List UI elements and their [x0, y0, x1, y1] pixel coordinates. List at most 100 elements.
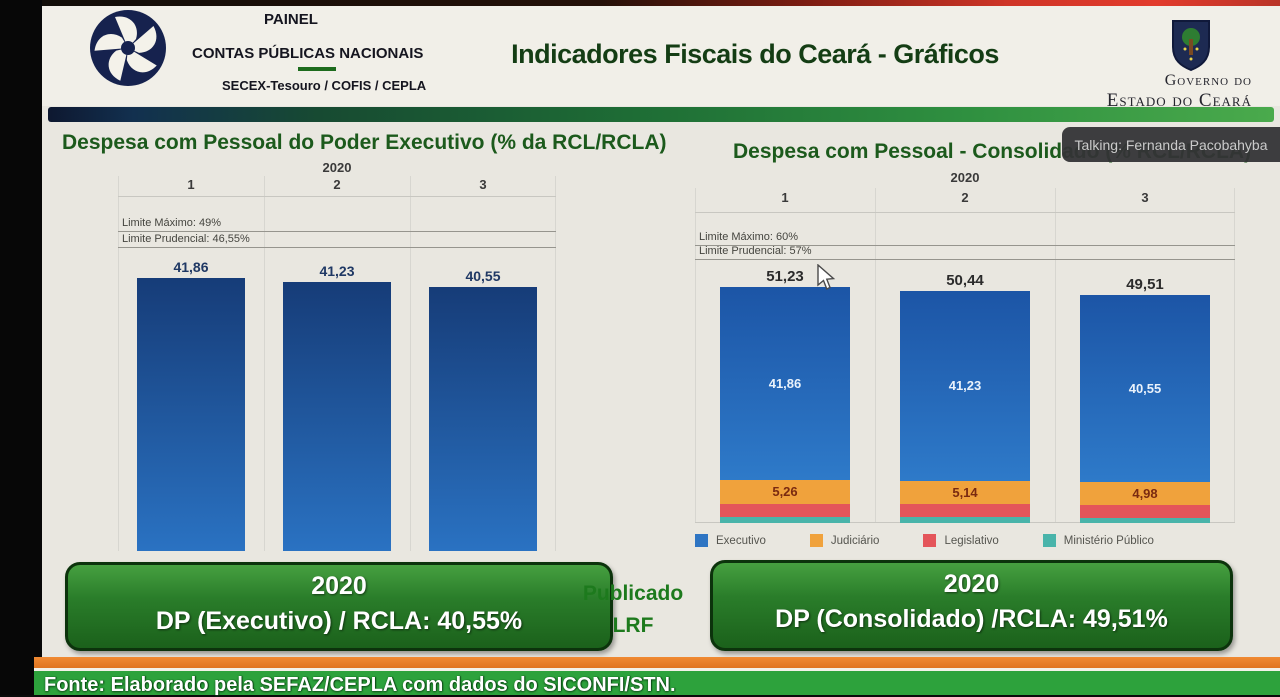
- bar-column: 41,86: [118, 160, 264, 551]
- right-chart: 2020 1 2 3 Limite Máximo: 60% Limite Pruden…: [695, 168, 1235, 523]
- reference-line-label: Limite Prudencial: 57%: [699, 245, 812, 258]
- legend-label: Legislativo: [944, 534, 999, 547]
- mouse-cursor-icon: [817, 264, 836, 290]
- bar-total-label: 51,23: [766, 267, 804, 285]
- bar-segment-judici-rio: 5,26: [720, 479, 850, 505]
- bars-area: 41,86 41,23 40,55: [118, 160, 556, 551]
- secex-label: SECEX-Tesouro / COFIS / CEPLA: [222, 78, 427, 93]
- segment-value-label: 41,86: [768, 375, 802, 391]
- bar-segment-legislativo: [900, 504, 1030, 518]
- left-chart-x-ticks: 1 2 3: [118, 177, 556, 192]
- reference-line: [118, 230, 556, 232]
- publicado-lrf-label: Publicado LRF: [582, 582, 684, 637]
- footer-orange-bar: [34, 657, 1280, 668]
- bar-total-label: 49,51: [1126, 275, 1164, 293]
- x-tick: 1: [781, 190, 789, 205]
- bar: [283, 282, 391, 551]
- talking-overlay-text: Talking: Fernanda Pacobahyba: [1074, 136, 1268, 153]
- x-tick: 2: [961, 190, 969, 205]
- bar-column: 51,23 41,86 5,26: [695, 168, 875, 523]
- right-chart-x-ticks: 1 2 3: [695, 190, 1235, 205]
- bar: [137, 278, 245, 551]
- bar-segment-minist-rio-p-blico: [900, 517, 1030, 523]
- bar-column: 40,55: [410, 160, 556, 551]
- legend-label: Judiciário: [830, 534, 880, 547]
- header-band: [42, 6, 1280, 106]
- bar-segment-executivo: 41,23: [900, 290, 1030, 481]
- bar-column: 50,44 41,23 5,14: [875, 168, 1055, 523]
- source-note: Fonte: Elaborado pela SEFAZ/CEPLA com da…: [44, 674, 676, 696]
- footer-separator: [34, 668, 1280, 671]
- bar: [429, 286, 537, 551]
- estado-do-ceara-label: Estado do Ceará: [1106, 90, 1252, 111]
- bar-segment-legislativo: [720, 504, 850, 518]
- executivo-summary-box: 2020 DP (Executivo) / RCLA: 40,55%: [65, 562, 613, 651]
- bars-area: 51,23 41,86 5,26 50,44 41,23 5,14 49,51 40,55 4,…: [695, 168, 1235, 523]
- painel-logo-icon: [90, 10, 166, 86]
- bar-segment-legislativo: [1080, 504, 1210, 518]
- right-chart-group-label: 2020: [950, 170, 980, 185]
- footer-band: Fonte: Elaborado pela SEFAZ/CEPLA com da…: [34, 671, 1280, 696]
- segment-value-label: 5,26: [772, 484, 798, 500]
- governo-do-label: Governo do: [1164, 72, 1252, 89]
- x-tick: 2: [333, 177, 341, 192]
- reference-line-label: Limite Máximo: 60%: [699, 231, 799, 244]
- legend-item: Legislativo: [923, 534, 999, 547]
- bar-value-label: 41,86: [173, 259, 209, 276]
- header-divider: [48, 107, 1274, 122]
- summary-year: 2020: [311, 572, 367, 600]
- bar-column: 41,23: [264, 160, 410, 551]
- bar-segment-minist-rio-p-blico: [1080, 517, 1210, 523]
- stacked-bar: 41,23 5,14: [900, 290, 1030, 523]
- bar-segment-minist-rio-p-blico: [720, 517, 850, 523]
- summary-text: DP (Consolidado) /RCLA: 49,51%: [775, 605, 1168, 633]
- reference-line: [695, 245, 1235, 247]
- legend-label: Ministério Público: [1063, 534, 1154, 547]
- reference-line: [118, 246, 556, 248]
- screen-left-edge: [0, 0, 42, 695]
- reference-line-label: Limite Máximo: 49%: [122, 216, 222, 229]
- segment-value-label: 4,98: [1132, 485, 1158, 501]
- legend-label: Executivo: [716, 534, 766, 547]
- legend-swatch: [809, 534, 823, 547]
- talking-overlay: Talking: Fernanda Pacobahyba: [1062, 127, 1280, 162]
- bar-value-label: 40,55: [465, 267, 501, 284]
- segment-value-label: 5,14: [952, 484, 978, 500]
- bar-value-label: 41,23: [319, 263, 355, 280]
- segment-value-label: 40,55: [1128, 380, 1162, 396]
- summary-year: 2020: [943, 570, 1000, 598]
- stacked-bar: 40,55 4,98: [1080, 294, 1210, 523]
- legend-swatch: [1042, 534, 1056, 547]
- bar-segment-executivo: 41,86: [720, 286, 850, 480]
- ceara-coat-of-arms-icon: [1172, 20, 1210, 72]
- reference-line-label: Limite Prudencial: 46,55%: [122, 232, 250, 245]
- bar-segment-judici-rio: 5,14: [900, 480, 1030, 505]
- contas-publicas-label: CONTAS PÚBLICAS NACIONAIS: [192, 45, 424, 62]
- consolidado-summary-box: 2020 DP (Consolidado) /RCLA: 49,51%: [710, 560, 1233, 651]
- x-tick: 3: [479, 177, 487, 192]
- left-chart-group-label: 2020: [322, 160, 352, 175]
- reference-line: [695, 259, 1235, 261]
- legend-swatch: [695, 534, 708, 547]
- logo-underline: [298, 67, 336, 71]
- bar-column: 49,51 40,55 4,98: [1055, 168, 1235, 523]
- x-tick: 1: [187, 177, 195, 192]
- screen-top-edge: [42, 0, 1280, 6]
- legend-item: Executivo: [695, 534, 766, 547]
- bar-segment-judici-rio: 4,98: [1080, 481, 1210, 505]
- legend-swatch: [923, 534, 937, 547]
- bar-segment-executivo: 40,55: [1080, 294, 1210, 482]
- left-chart-title: Despesa com Pessoal do Poder Executivo (…: [62, 131, 667, 154]
- x-tick: 3: [1141, 190, 1149, 205]
- page-title: Indicadores Fiscais do Ceará - Gráficos: [511, 39, 999, 69]
- bar-total-label: 50,44: [946, 271, 984, 289]
- painel-label: PAINEL: [264, 11, 318, 28]
- segment-value-label: 41,23: [948, 378, 982, 394]
- legend-item: Ministério Público: [1042, 534, 1154, 547]
- left-chart: 2020 1 2 3 Limite Máximo: 49% Limite Pruden…: [118, 160, 556, 551]
- stacked-bar: 41,86 5,26: [720, 286, 850, 523]
- summary-text: DP (Executivo) / RCLA: 40,55%: [155, 607, 523, 635]
- legend-item: Judiciário: [809, 534, 880, 547]
- right-chart-legend: Executivo Judiciário Legislativo Ministério…: [695, 534, 1235, 547]
